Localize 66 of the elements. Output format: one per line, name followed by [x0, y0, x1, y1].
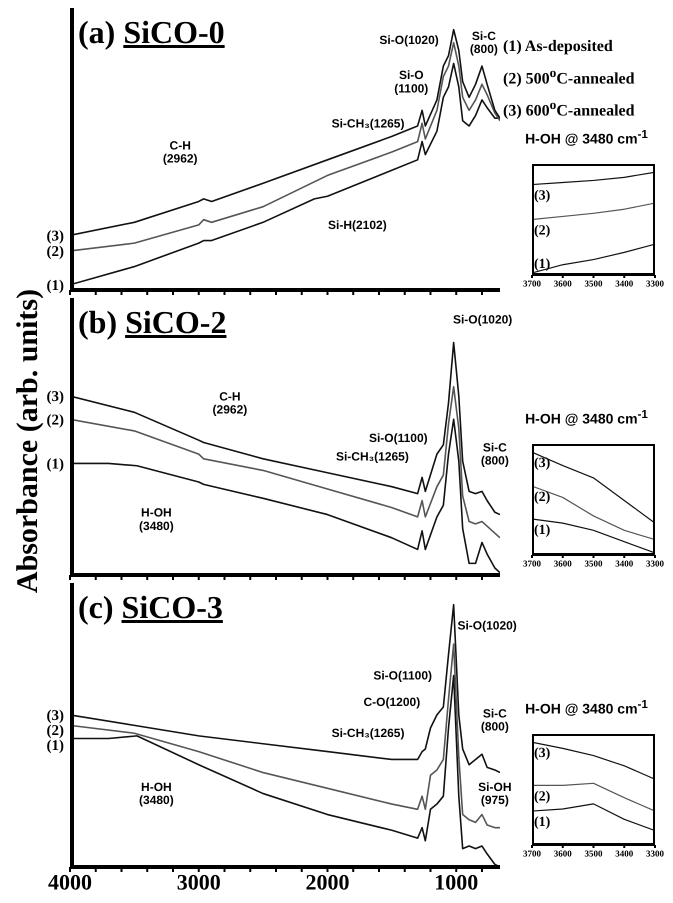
x-tick-label: 3000	[176, 870, 221, 895]
series-label: (2)	[46, 244, 64, 260]
annotation: Si-O(1020)	[457, 618, 517, 633]
text: Si-O(1020)	[452, 312, 512, 326]
x-tick-label: 1000	[434, 870, 478, 895]
annotation: Si-C (800)	[470, 29, 498, 56]
annotation: Si-OH (975)	[478, 780, 512, 808]
chart-title: H-OH @ 3480 cm$^{-1}$	[524, 698, 649, 719]
annotation: Si-C (800)	[480, 440, 509, 468]
x-tick-label: 3500	[584, 558, 603, 568]
series-label: (3)	[46, 228, 64, 244]
annotation: Si-O(1100)	[368, 430, 428, 445]
x-tick-label: 3300	[646, 558, 664, 568]
x-tick-label: 3500	[584, 278, 603, 288]
text: (2) 500$^{o}$C-annealed	[503, 64, 635, 90]
annotation: Si-O(1020)	[379, 33, 439, 48]
annotation: Si-O (1100)	[394, 68, 428, 96]
annotation: Si-H(2102)	[328, 218, 387, 232]
series-label: (2)	[534, 224, 551, 238]
annotation: Si-CH₃(1265)	[332, 116, 404, 130]
series-label: (3)	[534, 188, 551, 204]
x-tick-label: 3300	[646, 848, 664, 858]
chart-title: (c) SiCO-3	[78, 589, 223, 626]
series-label: (3)	[534, 456, 551, 472]
chart-title: (a) SiCO-0	[78, 14, 225, 51]
series-label: (2)	[534, 490, 551, 506]
annotation: H-OH (3480)	[139, 780, 174, 808]
x-tick-label: 3400	[615, 278, 634, 288]
x-tick-label: 3400	[615, 848, 634, 858]
series-label: (3)	[534, 746, 551, 762]
series-label: (2)	[46, 722, 64, 739]
series-label: (2)	[46, 412, 64, 428]
annotation: Si-C (800)	[480, 706, 509, 734]
x-tick-label: 4000	[48, 870, 92, 895]
x-tick-label: 3700	[523, 558, 542, 568]
text: (1) As-deposited	[503, 37, 614, 57]
series-label: (1)	[46, 456, 64, 472]
x-tick-label: 3700	[523, 278, 542, 288]
x-tick-label: 3700	[523, 848, 542, 858]
x-tick-label: 3500	[584, 848, 603, 858]
series-label: (1)	[46, 278, 64, 294]
chart-title: (b) SiCO-2	[78, 304, 226, 341]
annotation: C-H (2962)	[212, 389, 248, 417]
chart-title: H-OH @ 3480 cm$^{-1}$	[524, 128, 649, 149]
x-tick-label: 2000	[305, 870, 350, 895]
series-label: (1)	[46, 738, 64, 754]
y-axis-title: Absorbance (arb. units)	[11, 288, 45, 593]
x-tick-label: 3400	[615, 558, 634, 568]
series-label: (1)	[534, 523, 551, 538]
annotation: Si-O(1100)	[373, 668, 432, 683]
series-label: (3)	[46, 708, 64, 724]
series-label: (1)	[534, 815, 551, 830]
text: (3) 600$^{o}$C-annealed	[503, 96, 635, 122]
series-label: (2)	[534, 789, 551, 804]
annotation: H-OH (3480)	[139, 506, 174, 533]
x-tick-label: 3300	[646, 278, 664, 288]
annotation: C-H (2962)	[162, 138, 198, 166]
series-label: (1)	[534, 256, 551, 272]
x-tick-label: 3600	[554, 278, 572, 288]
series-label: (3)	[46, 389, 64, 406]
annotation: Si-CH₃(1265)	[336, 449, 409, 464]
x-tick-label: 3600	[554, 848, 572, 858]
annotation: Si-CH₃(1265)	[332, 726, 404, 740]
x-tick-label: 3600	[554, 558, 572, 568]
annotation: C-O(1200)	[364, 694, 420, 709]
chart-title: H-OH @ 3480 cm$^{-1}$	[524, 408, 649, 429]
